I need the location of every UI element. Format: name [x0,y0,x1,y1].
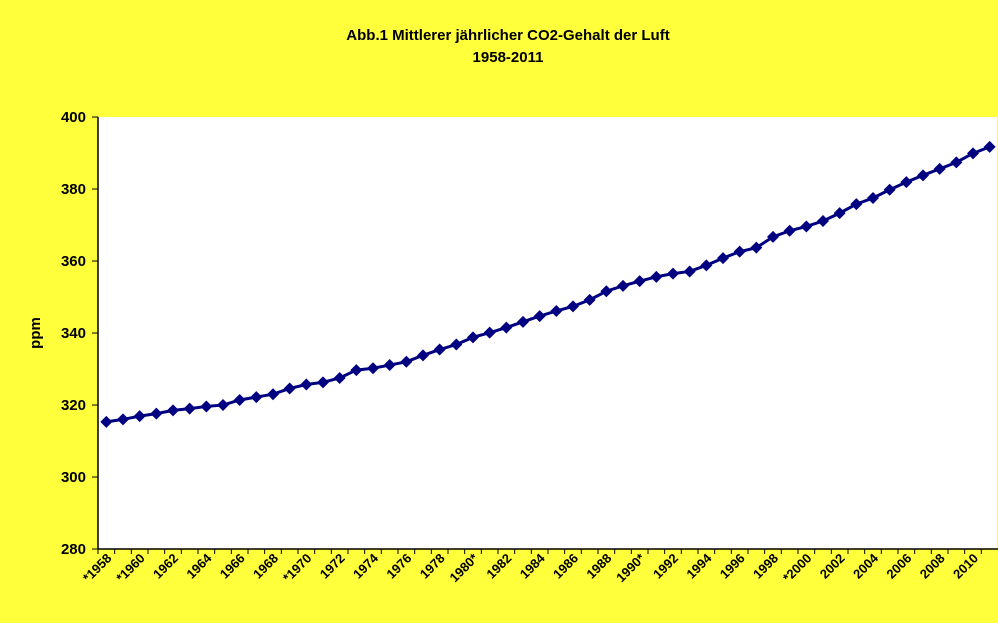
plot-area [98,117,997,549]
y-tick-label: 280 [61,541,86,558]
data-marker [483,326,496,339]
data-marker [117,413,129,426]
data-marker [750,241,763,254]
data-marker [283,382,296,395]
data-marker [683,265,696,278]
data-marker [383,359,396,372]
data-marker [300,378,313,391]
y-tick-label: 300 [61,469,86,486]
data-marker [700,259,713,272]
data-marker [333,372,346,384]
data-marker [667,267,679,280]
data-marker [500,321,513,334]
data-marker [883,183,896,196]
data-marker [317,376,329,389]
data-marker [817,215,829,228]
data-marker [267,388,279,401]
data-marker [733,245,746,258]
chart-subtitle: 1958-2011 [473,49,544,66]
data-marker [967,147,979,160]
data-marker [833,207,846,220]
data-marker [933,162,946,175]
data-marker [200,400,213,413]
data-marker [183,402,196,415]
data-marker [217,399,229,411]
data-marker [800,220,813,233]
data-marker [517,315,529,328]
data-marker [367,362,379,375]
data-marker [400,355,413,368]
data-marker [350,364,363,377]
data-marker [533,310,546,323]
y-tick-label: 380 [61,181,86,198]
y-axis-label: ppm [27,317,44,349]
data-marker [100,415,113,428]
data-marker [917,169,929,182]
data-marker [150,407,163,420]
data-marker [867,192,879,204]
data-marker [450,338,463,351]
data-marker [650,270,663,283]
data-marker [983,140,996,153]
data-marker [767,230,779,243]
y-tick-label: 360 [61,253,86,270]
data-marker [467,331,479,344]
data-marker [233,393,246,406]
data-marker [600,285,613,298]
data-marker [133,410,146,423]
data-marker [717,252,729,265]
y-tick-label: 400 [61,109,86,126]
y-tick-label: 340 [61,325,86,342]
data-marker [417,349,429,362]
data-marker [550,305,563,318]
data-marker [567,300,579,313]
chart-title: Abb.1 Mittlerer jährlicher CO2-Gehalt de… [346,27,669,44]
y-tick-label: 320 [61,397,86,414]
data-marker [900,176,913,189]
data-marker [433,343,446,356]
data-marker [167,404,179,417]
data-marker [583,293,596,306]
data-marker [617,279,629,292]
data-marker [783,224,796,237]
data-marker [250,391,263,404]
data-marker [850,198,863,211]
data-marker [950,156,963,169]
data-marker [633,275,646,288]
